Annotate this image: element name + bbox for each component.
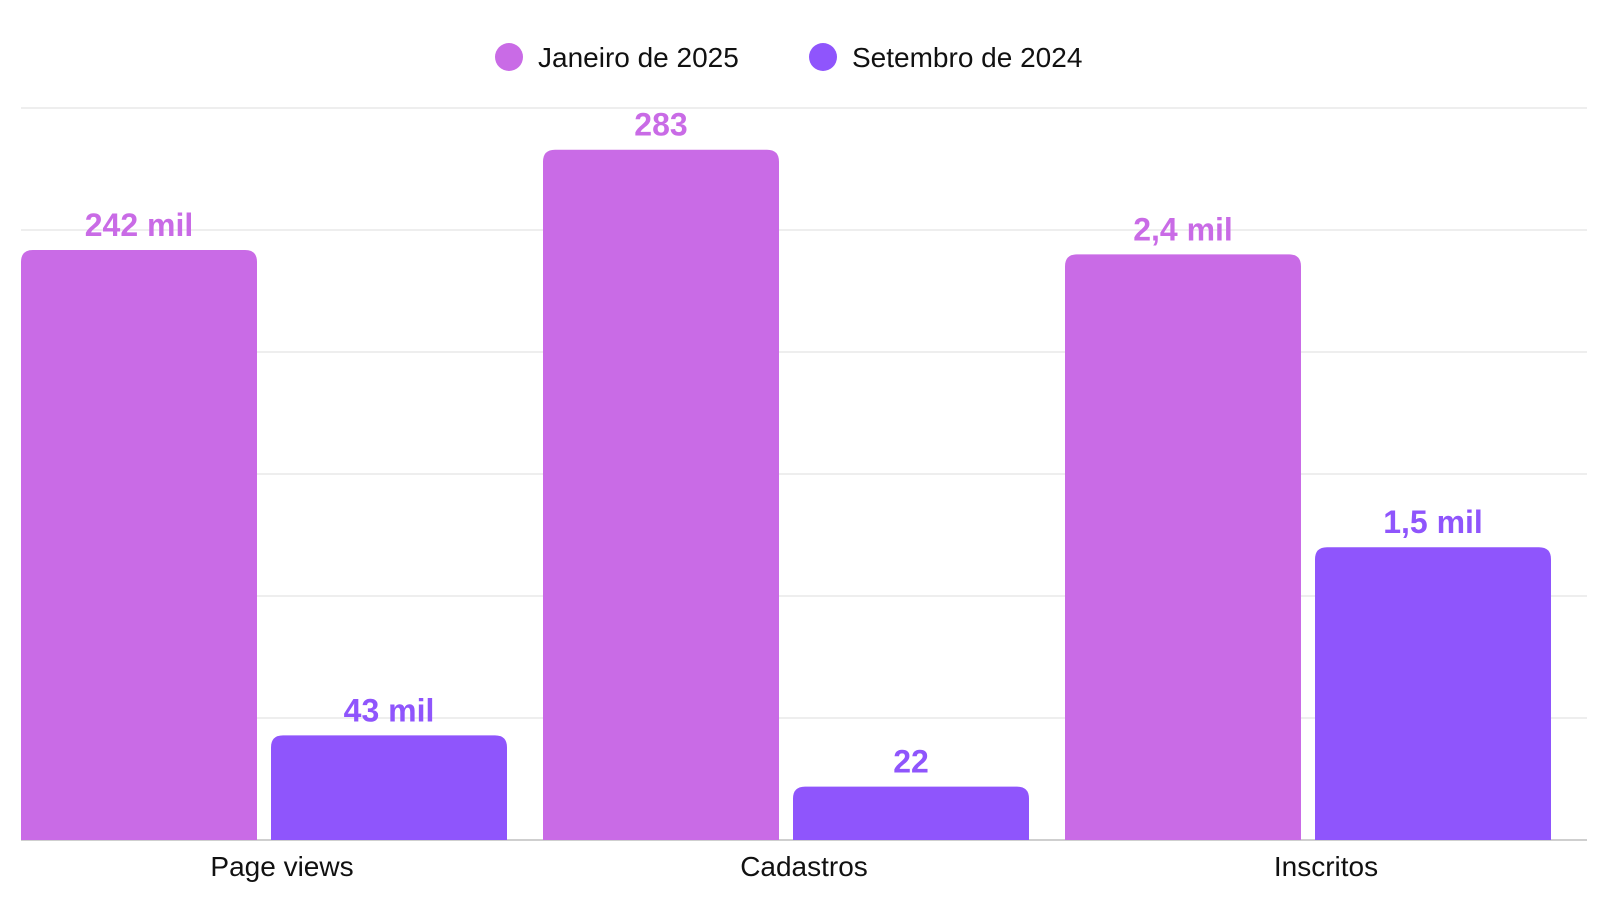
data-label: 1,5 mil bbox=[1383, 504, 1483, 540]
data-labels: 242 mil 43 mil 283 22 2,4 mil 1,5 mil bbox=[85, 107, 1483, 780]
bar-inscritos-series-2 bbox=[1315, 547, 1551, 840]
legend-entry: Setembro de 2024 bbox=[852, 42, 1082, 73]
legend: Janeiro de 2025 Setembro de 2024 bbox=[495, 42, 1082, 73]
legend-entry: Janeiro de 2025 bbox=[538, 42, 739, 73]
data-label: 22 bbox=[893, 744, 929, 780]
data-label: 43 mil bbox=[344, 692, 435, 728]
bar-page-views-series-1 bbox=[21, 250, 257, 840]
data-label: 283 bbox=[634, 107, 687, 143]
bar-inscritos-series-1 bbox=[1065, 254, 1301, 840]
data-label: 2,4 mil bbox=[1133, 211, 1233, 247]
legend-marker bbox=[809, 43, 837, 71]
category-label: Page views bbox=[210, 851, 353, 882]
category-label: Inscritos bbox=[1274, 851, 1378, 882]
category-label: Cadastros bbox=[740, 851, 868, 882]
bar-cadastros-series-2 bbox=[793, 786, 1029, 840]
data-label: 242 mil bbox=[85, 207, 194, 243]
bars bbox=[21, 149, 1551, 840]
legend-marker bbox=[495, 43, 523, 71]
bar-page-views-series-2 bbox=[271, 735, 507, 840]
category-labels: Page views Cadastros Inscritos bbox=[210, 851, 1378, 882]
bar-cadastros-series-1 bbox=[543, 149, 779, 840]
